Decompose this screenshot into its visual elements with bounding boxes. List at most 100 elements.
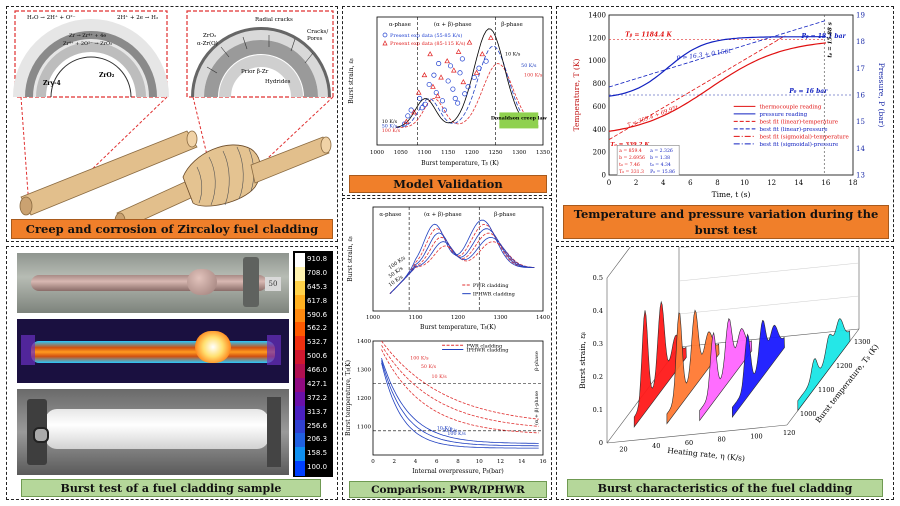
data-point-triangle — [421, 72, 428, 78]
param-pressure: a = 2.326 — [650, 148, 673, 154]
reaction-eq-zro2: Zr⁴⁺ + 2O²⁻ → ZrO₂ — [63, 41, 112, 47]
rate-label: 50 K/s — [382, 124, 398, 130]
comparison-temperature-chart: 0 2 4 6 8 10 12 14 16 1100 1200 1300 1400 Internal ov… — [345, 339, 547, 475]
data-point-circle — [483, 58, 489, 64]
legend-entry: Present exp data (85-115 K/s) — [390, 40, 466, 47]
rate-label: 10 K/s — [431, 374, 447, 380]
annotation-tb-time: tᵦ = 15.88 s — [827, 22, 833, 58]
x-axis-label: Heating rate, η (K/s) — [667, 446, 745, 463]
label-alpha-zr: α-Zr(O) — [197, 40, 218, 47]
rate-label: 50 K/s — [421, 364, 437, 370]
phase-label: (α + β)-phase — [533, 391, 540, 425]
data-point-circle — [436, 60, 442, 67]
data-point-triangle — [451, 67, 457, 73]
y-tick-label-right: 15 — [856, 118, 865, 126]
panel-burst-test: 50 910.8 708.0 645.3 617.8 590.6 562.2 532.7 50… — [6, 246, 338, 500]
data-point-triangle — [403, 118, 410, 124]
y-axis-label: Burst strain, εᵦ — [348, 58, 355, 103]
z-tick-label: 0.4 — [593, 307, 603, 315]
y-tick-label-right: 18 — [856, 38, 865, 46]
plot-frame — [372, 206, 544, 312]
data-point-circle — [455, 100, 461, 106]
axis-box-line — [606, 424, 788, 444]
param-pressure: b = 1.38 — [650, 155, 670, 161]
label-zro2: ZrO₂ — [99, 72, 115, 79]
data-point-triangle — [411, 109, 417, 115]
colorbar-label: 256.6 — [307, 421, 328, 430]
colorbar-label: 100.0 — [307, 463, 328, 472]
x-tick-label: 1100 — [409, 315, 423, 321]
x-tick-label: 2 — [634, 179, 638, 187]
y-tick-label-left: 600 — [593, 103, 606, 111]
data-point-triangle — [427, 51, 433, 57]
panel-burst-characteristics: 20 40 60 80 100 120 1000 1100 1200 1300 0 0.1 0.2 0.3… — [556, 246, 894, 500]
pressure-curve — [608, 36, 826, 97]
x-tick-label: 120 — [783, 429, 795, 437]
model-curve — [381, 362, 539, 449]
legend-entry: Present exp data (55-85 K/s) — [390, 32, 462, 39]
data-point-triangle — [415, 89, 422, 95]
x-tick-label: 1400 — [536, 315, 550, 321]
model-curve — [389, 228, 535, 294]
colorbar-swatch — [295, 253, 305, 268]
x-tick-label: 12 — [497, 459, 504, 465]
strain-surface-120-K-s — [797, 318, 851, 412]
colorbar-swatch — [295, 308, 305, 323]
phase-label: α-phase — [389, 22, 411, 28]
rate-label: 50 K/s — [521, 63, 537, 69]
x-tick-label: 1000 — [366, 315, 380, 321]
annotation-pb: Pᵦ = 18.1 bar — [800, 33, 846, 40]
caption-comparison: Comparison: PWR/IPHWR — [349, 481, 547, 498]
label-cracks: Cracks/ — [307, 29, 328, 35]
panel-model-validation: α-phase (α + β)-phase β-phase 1000 1050 1100 1… — [342, 6, 552, 196]
x-axis-label: Burst temperature, Tᵦ(K) — [420, 324, 496, 331]
colorbar-label: 427.1 — [307, 379, 328, 388]
y-tick-label-left: 1400 — [588, 12, 606, 20]
rate-label: 100 K/s — [410, 356, 429, 362]
annotation-tfit: T = 309.4 + 69.95t — [627, 105, 680, 129]
model-curve — [389, 236, 535, 294]
plot-frame — [376, 16, 544, 146]
model-curve — [389, 223, 535, 294]
x-tick-label: 1300 — [494, 315, 508, 321]
colorbar-label: 562.2 — [307, 324, 328, 333]
data-point-circle — [417, 95, 423, 102]
data-point-circle — [441, 107, 447, 113]
data-point-triangle — [434, 93, 441, 99]
legend-marker-circle — [382, 32, 388, 38]
param-temp: b = 2.6956 — [619, 155, 645, 161]
rate-label: 100 K/s — [524, 72, 543, 78]
panel-creep-corrosion: H₂O → 2H⁺ + O²⁻ 2H⁺ + 2e → H₂ Zr → Zr⁴⁺ … — [6, 6, 338, 242]
colorbar-swatch — [295, 322, 305, 337]
y-tick-label-right: 13 — [856, 172, 865, 180]
colorbar-label: 158.5 — [307, 449, 328, 458]
rate-label: 100 K/s — [447, 431, 466, 437]
x-tick-label: 4 — [414, 459, 418, 465]
y-tick-label: 1400 — [357, 339, 371, 345]
y-tick-label-right: 19 — [856, 12, 865, 20]
model-curve — [381, 340, 539, 420]
colorbar-swatch — [295, 419, 305, 434]
rate-label: 10 K/s — [437, 425, 453, 431]
colorbar-swatch — [295, 294, 305, 309]
legend-entry: pressure reading — [759, 112, 807, 118]
label-radial-cracks: Radial cracks — [255, 17, 293, 23]
legend-entry: IPHWR cladding — [473, 292, 516, 298]
data-point-circle — [465, 84, 471, 90]
strain-surface-60-K-s — [699, 318, 753, 422]
data-point-triangle — [466, 39, 473, 45]
data-point-triangle — [438, 74, 444, 80]
y-tick-label: 1200 — [836, 362, 853, 370]
colorbar-swatch — [295, 391, 305, 407]
x-tick-label: 16 — [540, 459, 547, 465]
data-point-circle — [405, 113, 411, 119]
colorbar-swatch — [295, 433, 305, 448]
legend-entry: PWR cladding — [467, 343, 503, 349]
data-point-circle — [422, 101, 428, 107]
colorbar-label: 645.3 — [307, 282, 328, 291]
x-tick-label: 6 — [688, 179, 693, 187]
comparison-strain-chart: α-phase (α + β)-phase β-phase 1000 1100 1200 1… — [347, 206, 550, 331]
y-tick-label-left: 1200 — [588, 34, 606, 42]
label-hydrides: Hydrides — [265, 79, 291, 85]
x-tick-label: 1350 — [536, 150, 550, 156]
